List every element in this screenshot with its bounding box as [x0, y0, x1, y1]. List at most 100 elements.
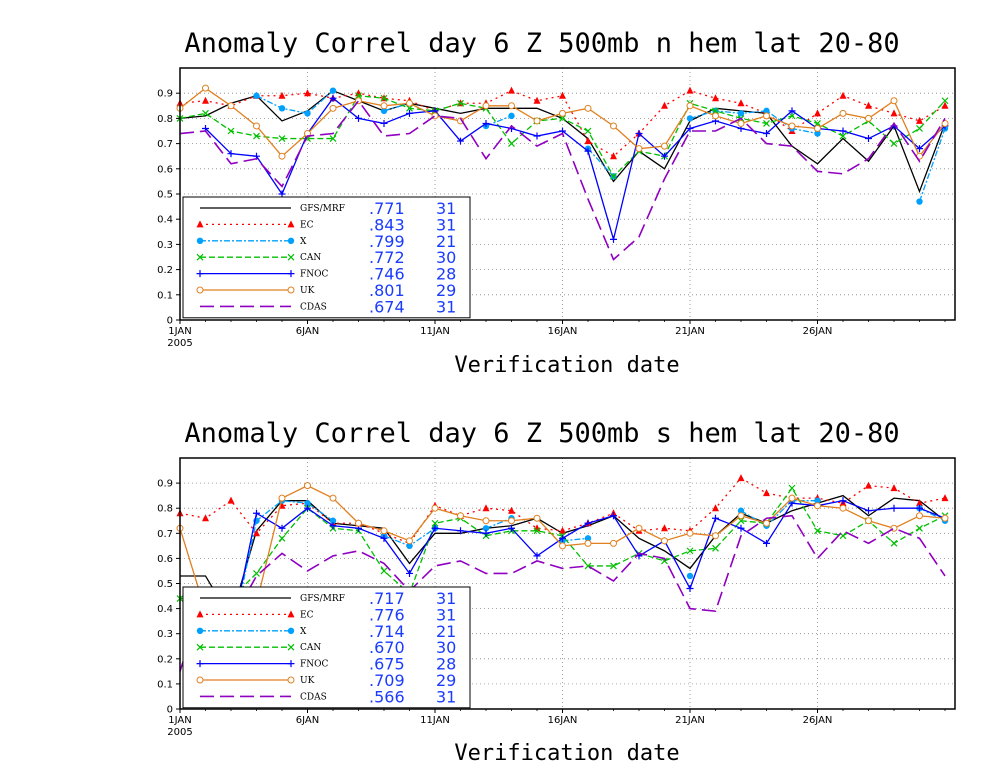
data-point	[635, 130, 643, 138]
y-tick-label: 0.2	[157, 654, 173, 665]
data-point	[329, 494, 337, 502]
legend-series-name: CAN	[300, 643, 321, 653]
y-tick-label: 0.4	[157, 604, 173, 615]
legend-stat-value: .801	[369, 281, 405, 300]
data-point	[686, 124, 694, 132]
legend-stat-value: .714	[369, 622, 405, 641]
legend-entry-ec: EC .776 31	[196, 605, 456, 624]
data-point	[737, 512, 745, 520]
legend-stat-value: .675	[369, 655, 405, 674]
legend-entry-fnoc: FNOC .746 28	[196, 265, 456, 284]
data-point	[584, 519, 592, 527]
data-point	[431, 524, 439, 532]
data-point	[814, 502, 821, 510]
data-point	[737, 110, 745, 117]
data-point	[227, 496, 235, 504]
data-point	[763, 107, 770, 115]
data-point	[661, 524, 668, 532]
data-point	[737, 517, 745, 525]
data-point	[610, 235, 617, 243]
legend-marker	[196, 286, 204, 294]
data-point	[610, 152, 617, 160]
x-tick-label: 11JAN	[420, 326, 450, 337]
legend-stat-value: .709	[369, 671, 405, 690]
legend-marker	[196, 627, 204, 634]
data-point	[865, 481, 872, 489]
data-point	[814, 109, 821, 117]
data-point	[814, 497, 821, 504]
legend-entry-cdas: CDAS .566 31	[200, 687, 456, 706]
data-point	[763, 519, 770, 527]
data-point	[355, 519, 362, 527]
series-line	[205, 97, 946, 242]
y-tick-label: 0.3	[157, 629, 173, 640]
data-point	[686, 572, 694, 580]
y-tick-label: 0.8	[157, 504, 173, 515]
series-layer	[176, 474, 949, 672]
data-point	[686, 86, 694, 94]
data-point	[559, 534, 566, 542]
x-tick-sublabel: 2005	[167, 727, 192, 738]
data-point	[482, 119, 490, 127]
legend-series-name: EC	[300, 610, 314, 620]
data-point	[329, 104, 337, 112]
data-point	[559, 526, 566, 534]
data-point	[380, 107, 388, 115]
data-point	[508, 506, 515, 514]
legend-stat-count: 31	[436, 215, 456, 234]
data-point	[329, 517, 337, 524]
data-point	[737, 507, 745, 514]
legend-series-name: CDAS	[300, 302, 327, 312]
data-point	[865, 114, 872, 122]
x-tick-label: 11JAN	[420, 715, 450, 726]
x-tick-label: 21JAN	[675, 715, 705, 726]
legend-entry-can: CAN .670 30	[196, 638, 456, 657]
data-point	[941, 97, 949, 105]
data-point	[610, 122, 617, 130]
data-point	[355, 92, 362, 100]
x-tick-label: 1JAN	[168, 326, 191, 337]
data-point	[202, 109, 209, 117]
data-point	[890, 97, 898, 105]
data-point	[763, 120, 770, 127]
data-point	[380, 119, 388, 127]
legend-stat-count: 30	[436, 248, 456, 267]
data-point	[610, 172, 617, 180]
x-axis-label: Verification date	[454, 741, 679, 766]
data-point	[737, 119, 745, 127]
data-point	[508, 140, 515, 148]
legend-marker	[287, 270, 295, 278]
data-point	[329, 94, 337, 102]
legend-marker	[196, 660, 204, 668]
data-point	[457, 512, 464, 520]
legend-box	[182, 586, 471, 709]
y-tick-label: 0	[167, 705, 173, 716]
data-point	[890, 140, 898, 148]
legend-stat-value: .566	[369, 687, 405, 706]
data-point	[916, 499, 923, 507]
data-point	[712, 107, 719, 115]
data-point	[686, 102, 694, 110]
data-point	[814, 527, 821, 535]
chart-panel-north: Anomaly Correl day 6 Z 500mb n hem lat 2…	[157, 28, 956, 378]
data-point	[406, 537, 413, 545]
series-line	[179, 514, 946, 672]
data-point	[686, 547, 694, 555]
legend-marker	[287, 286, 295, 294]
data-point	[380, 534, 388, 542]
data-point	[890, 539, 898, 547]
legend-stat-count: 28	[436, 655, 456, 674]
data-point	[712, 504, 719, 512]
legend-marker	[196, 220, 204, 228]
legend-marker	[287, 627, 295, 634]
data-point	[253, 570, 260, 577]
legend-entry-fnoc: FNOC .675 28	[196, 655, 456, 674]
data-point	[278, 152, 286, 160]
data-point	[559, 542, 566, 550]
legend-marker	[287, 610, 295, 618]
data-point	[406, 109, 413, 117]
data-point	[227, 127, 235, 135]
data-point	[278, 524, 286, 532]
